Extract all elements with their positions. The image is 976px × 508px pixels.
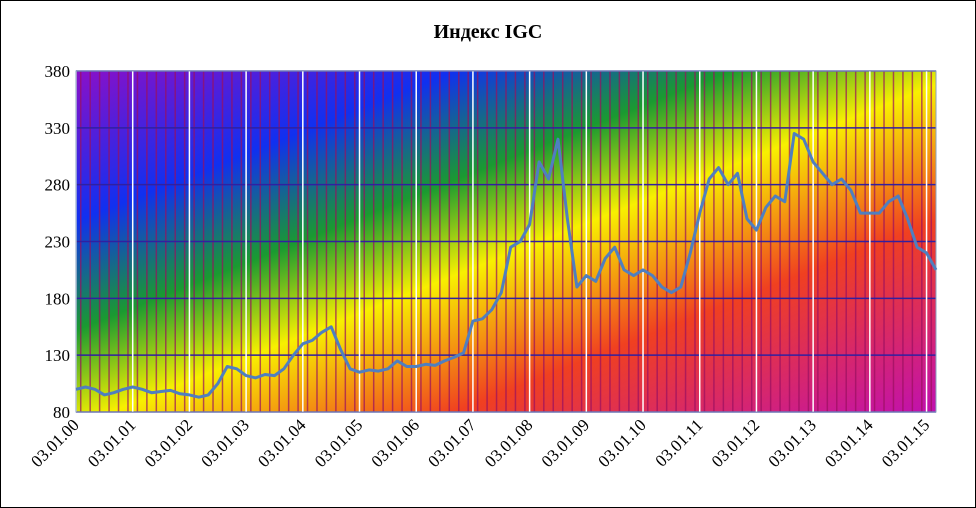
y-tick-label: 180 (45, 289, 71, 308)
y-tick-label: 130 (45, 346, 71, 365)
chart-title: Индекс IGC (434, 21, 543, 43)
y-tick-label: 230 (45, 233, 71, 252)
y-tick-label: 280 (45, 176, 71, 195)
data-line (75, 132, 938, 399)
y-tick-label: 330 (45, 119, 71, 138)
y-tick-label: 80 (53, 403, 70, 422)
y-tick-label: 380 (45, 62, 71, 81)
plot-border (75, 70, 937, 413)
